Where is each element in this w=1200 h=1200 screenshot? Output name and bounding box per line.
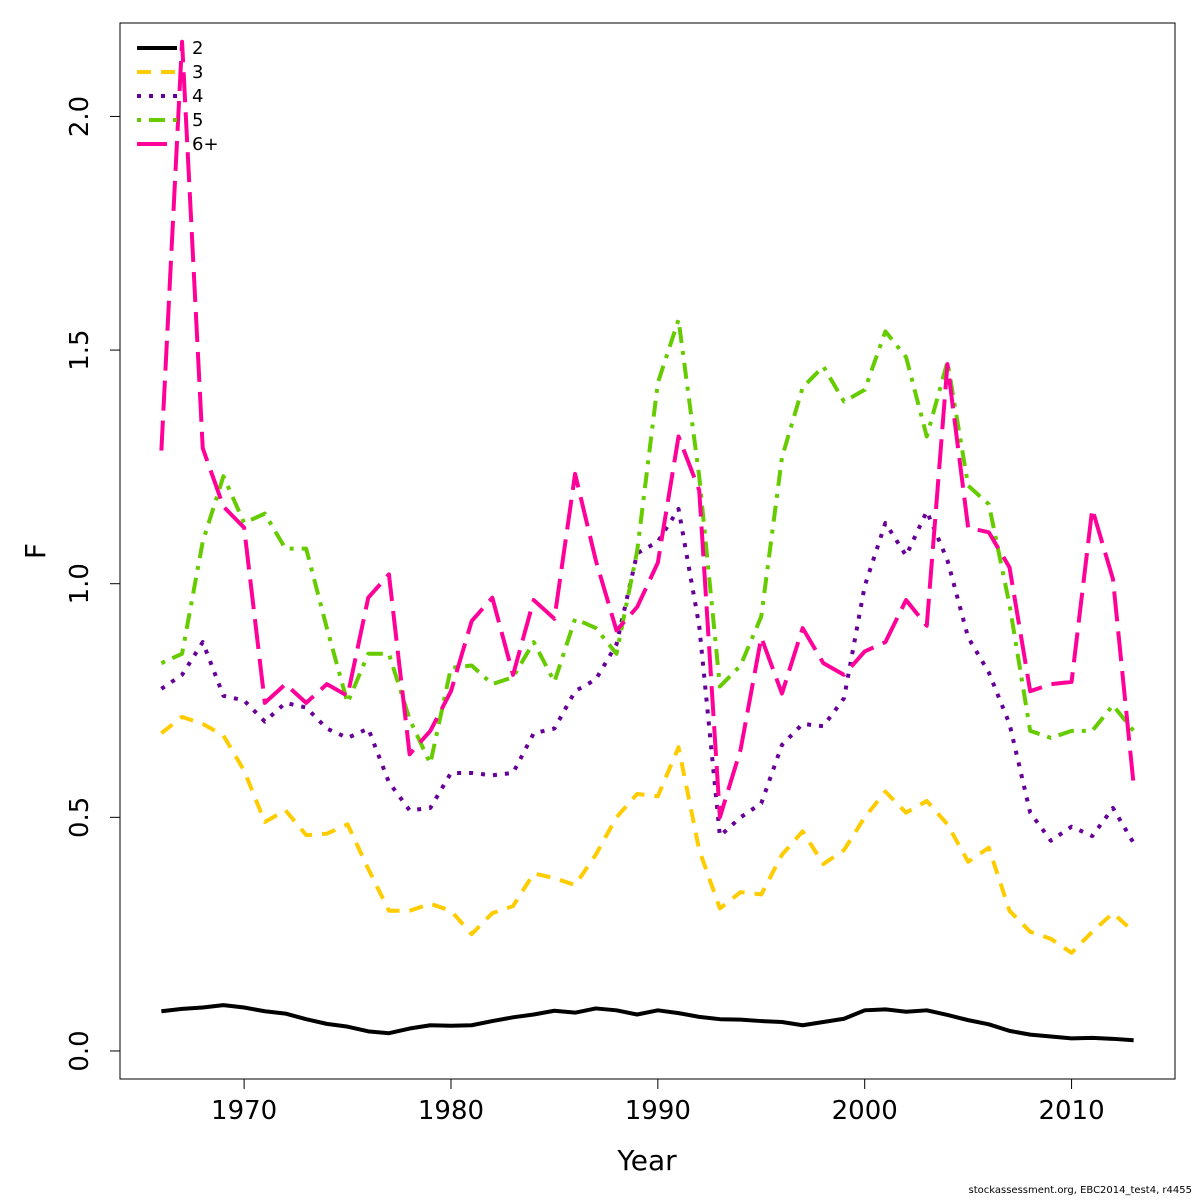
- x-tick-label: 1990: [625, 1096, 691, 1126]
- y-tick-label: 2.0: [65, 96, 95, 137]
- series-line-5: [160, 317, 1136, 766]
- series-line-4: [160, 506, 1136, 845]
- series-layer: [159, 39, 1136, 1043]
- x-axis: 1970 1980 1990 2000 2010: [211, 1078, 1105, 1126]
- y-tick-label: 1.0: [65, 563, 95, 604]
- y-tick-label: 0.5: [65, 797, 95, 838]
- y-tick-label: 1.5: [65, 329, 95, 370]
- x-tick-label: 2010: [1038, 1096, 1104, 1126]
- y-axis-title: F: [19, 543, 52, 559]
- series-line-6plus: [159, 39, 1136, 820]
- legend-label: 4: [192, 86, 203, 107]
- legend: 2 3 4 5 6+: [137, 38, 219, 155]
- credit-text: stockassessment.org, EBC2014_test4, r445…: [968, 1185, 1193, 1196]
- y-tick-label: 0.0: [65, 1030, 95, 1071]
- legend-label: 3: [192, 62, 203, 83]
- y-axis: 0.0 0.5 1.0 1.5 2.0: [65, 96, 121, 1072]
- series-line-3: [160, 714, 1135, 955]
- series-line-2: [161, 1003, 1134, 1043]
- x-tick-label: 2000: [832, 1096, 898, 1126]
- x-tick-label: 1970: [211, 1096, 277, 1126]
- legend-label: 6+: [192, 134, 219, 155]
- x-tick-label: 1980: [418, 1096, 484, 1126]
- legend-label: 5: [192, 110, 203, 131]
- x-axis-title: Year: [616, 1144, 677, 1177]
- legend-label: 2: [192, 38, 203, 59]
- plot-frame: [119, 22, 1176, 1080]
